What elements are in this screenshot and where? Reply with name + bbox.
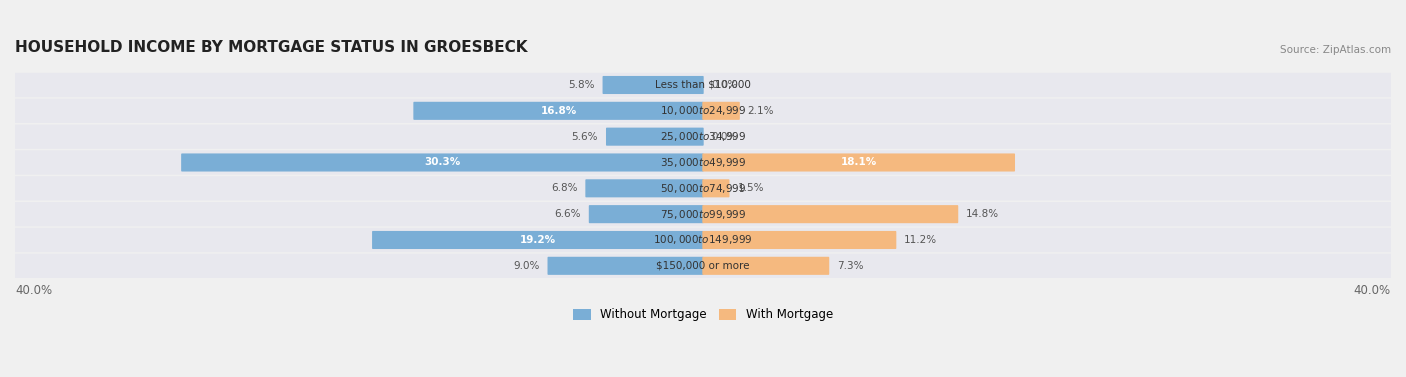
Text: 5.6%: 5.6% [572, 132, 598, 142]
Text: Less than $10,000: Less than $10,000 [655, 80, 751, 90]
Text: 18.1%: 18.1% [841, 158, 877, 167]
Text: $10,000 to $24,999: $10,000 to $24,999 [659, 104, 747, 117]
FancyBboxPatch shape [703, 205, 959, 223]
Text: $100,000 to $149,999: $100,000 to $149,999 [654, 233, 752, 247]
FancyBboxPatch shape [703, 231, 897, 249]
Text: 5.8%: 5.8% [568, 80, 595, 90]
FancyBboxPatch shape [14, 150, 1392, 175]
Text: 1.5%: 1.5% [737, 183, 763, 193]
FancyBboxPatch shape [14, 202, 1392, 226]
Text: 30.3%: 30.3% [425, 158, 461, 167]
Text: $150,000 or more: $150,000 or more [657, 261, 749, 271]
FancyBboxPatch shape [413, 102, 703, 120]
Text: 6.8%: 6.8% [551, 183, 578, 193]
Text: $50,000 to $74,999: $50,000 to $74,999 [659, 182, 747, 195]
FancyBboxPatch shape [14, 176, 1392, 201]
Text: Source: ZipAtlas.com: Source: ZipAtlas.com [1279, 45, 1391, 55]
Text: $35,000 to $49,999: $35,000 to $49,999 [659, 156, 747, 169]
Text: 9.0%: 9.0% [513, 261, 540, 271]
FancyBboxPatch shape [14, 124, 1392, 149]
Text: HOUSEHOLD INCOME BY MORTGAGE STATUS IN GROESBECK: HOUSEHOLD INCOME BY MORTGAGE STATUS IN G… [15, 40, 527, 55]
Text: 2.1%: 2.1% [748, 106, 775, 116]
FancyBboxPatch shape [606, 127, 703, 146]
FancyBboxPatch shape [14, 228, 1392, 252]
Text: 19.2%: 19.2% [520, 235, 555, 245]
Legend: Without Mortgage, With Mortgage: Without Mortgage, With Mortgage [568, 304, 838, 326]
FancyBboxPatch shape [703, 102, 740, 120]
Text: 0.0%: 0.0% [711, 80, 738, 90]
Text: 40.0%: 40.0% [1354, 284, 1391, 297]
FancyBboxPatch shape [14, 254, 1392, 278]
Text: $75,000 to $99,999: $75,000 to $99,999 [659, 208, 747, 221]
FancyBboxPatch shape [585, 179, 703, 197]
Text: 11.2%: 11.2% [904, 235, 938, 245]
Text: 40.0%: 40.0% [15, 284, 52, 297]
FancyBboxPatch shape [181, 153, 703, 172]
FancyBboxPatch shape [703, 153, 1015, 172]
Text: 0.0%: 0.0% [711, 132, 738, 142]
Text: 14.8%: 14.8% [966, 209, 1000, 219]
FancyBboxPatch shape [703, 257, 830, 275]
FancyBboxPatch shape [14, 73, 1392, 97]
Text: 6.6%: 6.6% [554, 209, 581, 219]
FancyBboxPatch shape [603, 76, 703, 94]
FancyBboxPatch shape [547, 257, 703, 275]
Text: $25,000 to $34,999: $25,000 to $34,999 [659, 130, 747, 143]
Text: 16.8%: 16.8% [540, 106, 576, 116]
FancyBboxPatch shape [14, 99, 1392, 123]
FancyBboxPatch shape [373, 231, 703, 249]
FancyBboxPatch shape [703, 179, 730, 197]
FancyBboxPatch shape [589, 205, 703, 223]
Text: 7.3%: 7.3% [837, 261, 863, 271]
